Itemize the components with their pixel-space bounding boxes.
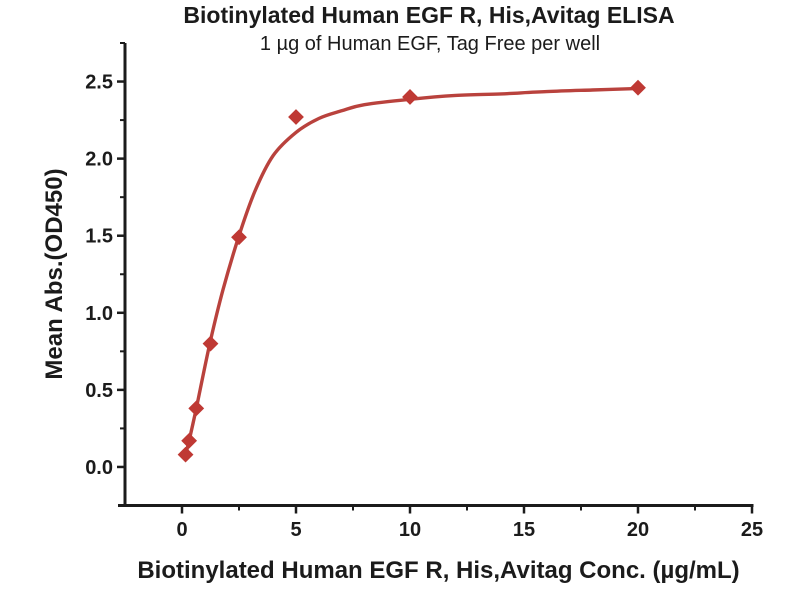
data-point-diamond <box>630 79 646 96</box>
x-tick-label: 20 <box>627 519 649 541</box>
x-tick-label: 10 <box>399 519 421 541</box>
data-point-diamond <box>181 432 198 449</box>
y-tick-label: 0.0 <box>85 457 113 479</box>
y-tick-label: 1.5 <box>85 226 113 248</box>
data-point-diamond <box>202 335 219 352</box>
data-point-diamond <box>402 89 418 105</box>
y-tick-label: 0.5 <box>85 380 113 402</box>
x-tick-label: 0 <box>176 519 187 541</box>
x-tick-label: 15 <box>513 519 535 541</box>
data-point-diamond <box>231 229 247 246</box>
x-tick-label: 5 <box>290 519 301 541</box>
x-tick-label: 25 <box>741 519 763 541</box>
y-tick-label: 2.5 <box>85 72 113 94</box>
data-point-diamond <box>177 446 194 463</box>
x-axis-title: Biotinylated Human EGF R, His,Avitag Con… <box>137 557 740 584</box>
y-tick-label: 2.0 <box>85 149 113 171</box>
y-tick-label: 1.0 <box>85 303 113 325</box>
data-point-diamond <box>288 109 304 125</box>
chart-subtitle: 1 µg of Human EGF, Tag Free per well <box>259 33 601 55</box>
chart-title: Biotinylated Human EGF R, His,Avitag ELI… <box>183 2 675 28</box>
data-point-diamond <box>188 400 205 417</box>
fit-curve <box>183 86 640 457</box>
